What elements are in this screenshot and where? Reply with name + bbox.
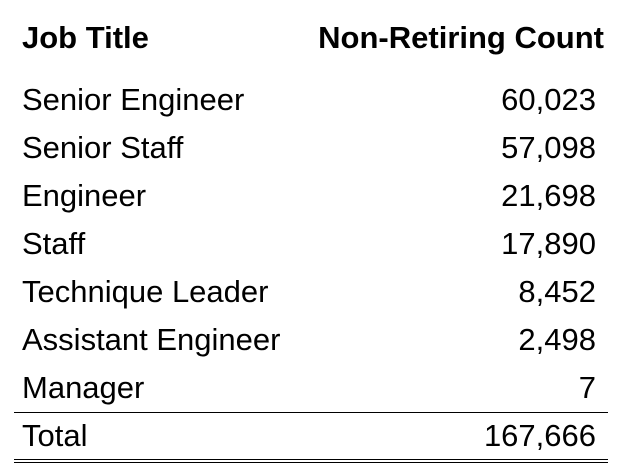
job-title-cell: Senior Engineer bbox=[22, 82, 245, 117]
count-cell: 7 bbox=[578, 370, 596, 405]
job-title-cell: Staff bbox=[22, 226, 86, 261]
job-title-header: Job Title bbox=[22, 20, 149, 55]
table-row: Senior Staff 57,098 bbox=[14, 124, 608, 172]
job-title-cell: Technique Leader bbox=[22, 274, 269, 309]
job-title-cell: Senior Staff bbox=[22, 130, 184, 165]
job-title-cell: Assistant Engineer bbox=[22, 322, 281, 357]
total-row: Total 167,666 bbox=[14, 412, 608, 463]
count-cell: 2,498 bbox=[518, 322, 596, 357]
table-row: Engineer 21,698 bbox=[14, 172, 608, 220]
table-row: Senior Engineer 60,023 bbox=[14, 76, 608, 124]
table-row: Staff 17,890 bbox=[14, 220, 608, 268]
table-row: Assistant Engineer 2,498 bbox=[14, 316, 608, 364]
job-title-cell: Engineer bbox=[22, 178, 147, 213]
header-row: Job Title Non-Retiring Count bbox=[14, 0, 608, 76]
table-row: Manager 7 bbox=[14, 364, 608, 413]
total-label: Total bbox=[14, 412, 300, 463]
total-count: 167,666 bbox=[300, 412, 608, 463]
table-header: Job Title Non-Retiring Count bbox=[14, 0, 608, 76]
non-retiring-count-table: Job Title Non-Retiring Count Senior Engi… bbox=[14, 0, 608, 463]
count-header: Non-Retiring Count bbox=[318, 20, 604, 55]
count-cell: 8,452 bbox=[518, 274, 596, 309]
count-cell: 60,023 bbox=[501, 82, 596, 117]
count-cell: 21,698 bbox=[501, 178, 596, 213]
job-title-table-container: Job Title Non-Retiring Count Senior Engi… bbox=[14, 0, 608, 463]
count-cell: 57,098 bbox=[501, 130, 596, 165]
count-cell: 17,890 bbox=[501, 226, 596, 261]
table-footer: Total 167,666 bbox=[14, 412, 608, 463]
table-row: Technique Leader 8,452 bbox=[14, 268, 608, 316]
table-body: Senior Engineer 60,023 Senior Staff 57,0… bbox=[14, 76, 608, 413]
job-title-cell: Manager bbox=[22, 370, 145, 405]
